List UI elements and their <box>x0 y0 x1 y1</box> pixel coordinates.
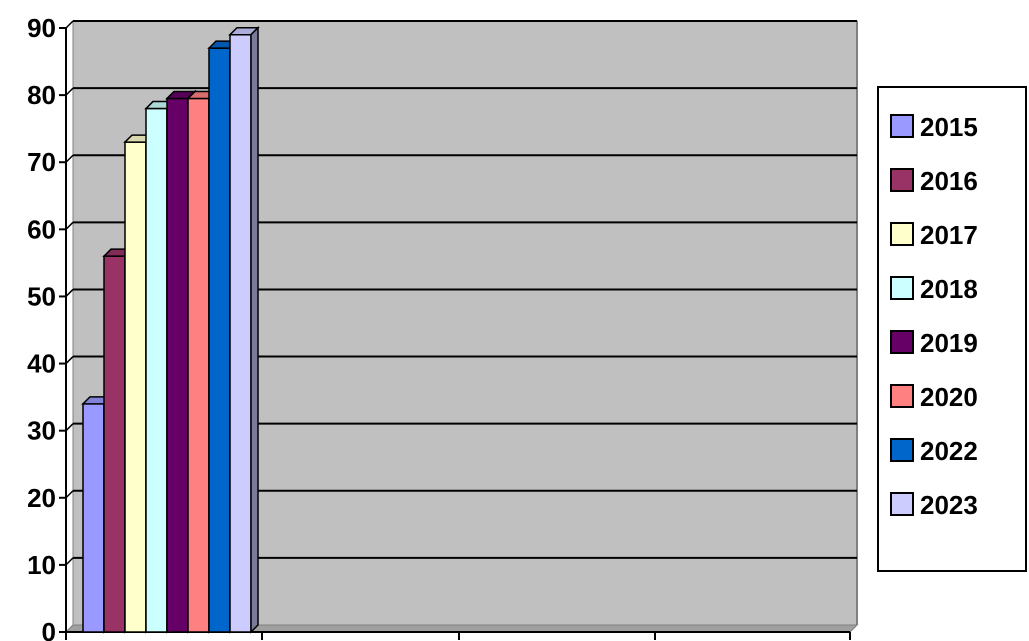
legend-swatch <box>890 492 914 516</box>
bar-2023 <box>228 25 260 634</box>
plot-area <box>64 20 859 633</box>
y-axis: 0 10 20 30 40 50 60 70 80 90 <box>27 13 67 641</box>
bar-front <box>103 255 126 633</box>
legend-label: 2016 <box>920 166 978 196</box>
y-tick-label: 0 <box>42 617 56 641</box>
bars <box>81 25 260 634</box>
bar-front <box>187 97 210 633</box>
y-tick-label: 20 <box>27 483 56 513</box>
legend-swatch <box>890 438 914 462</box>
legend-swatch <box>890 114 914 138</box>
x-axis <box>65 631 851 640</box>
legend-swatch <box>890 168 914 192</box>
gridline-diag <box>65 221 74 230</box>
legend-swatch <box>890 222 914 246</box>
legend-swatch <box>890 384 914 408</box>
gridline-diag <box>65 20 74 29</box>
gridline-diag <box>65 423 74 432</box>
gridline-diag <box>65 154 74 163</box>
legend-swatch <box>890 330 914 354</box>
gridline-diag <box>65 490 74 499</box>
bar-front <box>166 97 189 633</box>
bar-front <box>229 33 252 633</box>
bar-front <box>208 47 231 633</box>
legend-label: 2018 <box>920 274 978 304</box>
legend-label: 2022 <box>920 436 978 466</box>
y-tick-label: 80 <box>27 80 56 110</box>
gridline-diag <box>65 288 74 297</box>
legend-item: 2018 <box>890 274 978 304</box>
bar-side <box>250 25 259 634</box>
gridline-diag <box>65 87 74 96</box>
gridline-diag <box>65 356 74 365</box>
y-tick-label: 50 <box>27 281 56 311</box>
y-tick-label: 40 <box>27 349 56 379</box>
bar-front <box>145 107 168 633</box>
y-tick-label: 70 <box>27 147 56 177</box>
legend-label: 2020 <box>920 382 978 412</box>
y-tick-label: 90 <box>27 13 56 43</box>
legend-box <box>877 86 1027 572</box>
legend: 2015 2016 2017 2018 2019 2020 2022 2023 <box>877 86 1027 572</box>
bar-front <box>82 403 105 633</box>
legend-item: 2022 <box>890 436 978 466</box>
legend-swatch <box>890 276 914 300</box>
legend-label: 2023 <box>920 490 978 520</box>
legend-item: 2016 <box>890 166 978 196</box>
legend-label: 2017 <box>920 220 978 250</box>
gridline-diag <box>65 557 74 566</box>
legend-item: 2023 <box>890 490 978 520</box>
legend-item: 2017 <box>890 220 978 250</box>
y-tick-label: 10 <box>27 550 56 580</box>
legend-item: 2020 <box>890 382 978 412</box>
legend-label: 2015 <box>920 112 978 142</box>
y-tick-label: 60 <box>27 214 56 244</box>
legend-item: 2019 <box>890 328 978 358</box>
bar-front <box>124 141 147 633</box>
y-tick-label: 30 <box>27 416 56 446</box>
legend-item: 2015 <box>890 112 978 142</box>
legend-label: 2019 <box>920 328 978 358</box>
